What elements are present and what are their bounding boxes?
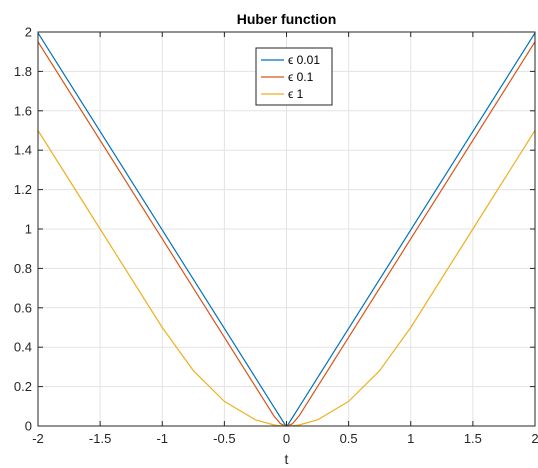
y-tick-label: 2	[25, 25, 32, 40]
y-tick-label: 1.4	[14, 143, 32, 158]
y-tick-label: 0	[25, 419, 32, 434]
x-tick-label: 0	[283, 431, 290, 446]
chart-title: Huber function	[237, 11, 337, 27]
x-tick-label: 1	[407, 431, 414, 446]
y-tick-label: 1.2	[14, 182, 32, 197]
axis-ticks: -2 -1.5 -1 -0.5 0 0.5 1 1.5 2 0 0.2 0.4 0.6 0.8 1 1.2 1.…	[14, 25, 538, 447]
y-tick-label: 0.2	[14, 379, 32, 394]
y-tick-label: 0.4	[14, 340, 32, 355]
y-tick-label: 1.6	[14, 103, 32, 118]
x-axis-label: t	[285, 451, 289, 467]
y-tick-label: 1	[25, 222, 32, 237]
x-tick-label: 1.5	[464, 431, 482, 446]
x-tick-label: -1	[156, 431, 168, 446]
legend: ϵ 0.01 ϵ 0.1 ϵ 1	[255, 47, 333, 106]
x-tick-label: -0.5	[213, 431, 235, 446]
legend-label-1: ϵ 0.1	[288, 70, 314, 84]
x-tick-label: 2	[531, 431, 538, 446]
y-tick-label: 0.8	[14, 261, 32, 276]
x-tick-label: 0.5	[340, 431, 358, 446]
x-tick-label: -2	[32, 431, 44, 446]
y-tick-label: 0.6	[14, 300, 32, 315]
legend-label-2: ϵ 1	[288, 87, 304, 101]
x-tick-label: -1.5	[89, 431, 111, 446]
legend-label-0: ϵ 0.01	[288, 53, 320, 67]
y-tick-label: 1.8	[14, 64, 32, 79]
